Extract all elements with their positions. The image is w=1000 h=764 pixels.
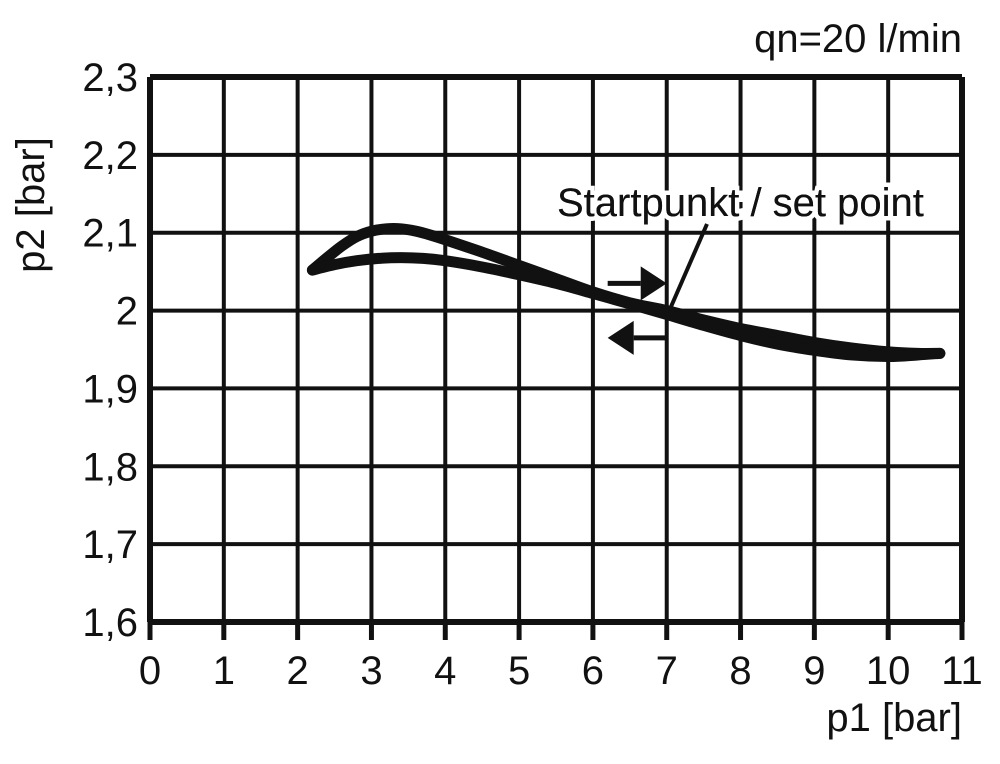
arrow-decreasing-head <box>607 320 634 355</box>
y-tick-label-1,8: 1,8 <box>82 445 138 489</box>
x-tick-label-2: 2 <box>287 649 309 693</box>
direction-arrows <box>607 266 667 355</box>
x-tick-label-0: 0 <box>139 649 161 693</box>
x-tick-label-9: 9 <box>803 649 825 693</box>
flow-condition-annotation: qn=20 l/min <box>754 17 962 61</box>
x-tick-label-4: 4 <box>434 649 456 693</box>
set-point-leader-line <box>668 223 709 310</box>
data-curves <box>306 223 946 363</box>
x-axis-title: p1 [bar] <box>826 696 962 740</box>
x-tick-label-7: 7 <box>656 649 678 693</box>
x-tick-label-11: 11 <box>941 649 983 693</box>
y-axis-tick-labels: 1,6 1,7 1,8 1,9 2 2,1 2,2 2,3 <box>82 56 138 645</box>
y-axis-title: p2 [bar] <box>9 137 53 273</box>
x-tick-label-5: 5 <box>508 649 530 693</box>
y-tick-label-1,6: 1,6 <box>82 601 138 645</box>
x-tick-label-6: 6 <box>582 649 604 693</box>
y-tick-label-1,7: 1,7 <box>82 523 138 567</box>
arrow-increasing-head <box>640 266 667 301</box>
set-point-label-halo: Startpunkt / set point <box>557 181 924 225</box>
set-point-label: Startpunkt / set point <box>557 181 924 225</box>
x-axis-tick-labels: 0 1 2 3 4 5 6 7 8 9 10 11 <box>139 649 983 693</box>
y-tick-label-2,2: 2,2 <box>82 134 138 178</box>
x-tick-label-8: 8 <box>729 649 751 693</box>
x-tick-label-1: 1 <box>213 649 235 693</box>
y-tick-label-2,1: 2,1 <box>82 212 138 256</box>
curve-rising-branch <box>306 223 946 360</box>
y-tick-label-2: 2 <box>116 290 138 334</box>
arrow-increasing <box>607 266 667 301</box>
x-tick-label-10: 10 <box>866 649 911 693</box>
x-tick-label-3: 3 <box>360 649 382 693</box>
y-tick-label-1,9: 1,9 <box>82 367 138 411</box>
arrow-decreasing <box>607 320 667 355</box>
y-tick-label-2,3: 2,3 <box>82 56 138 100</box>
curve-falling-branch <box>306 252 946 363</box>
